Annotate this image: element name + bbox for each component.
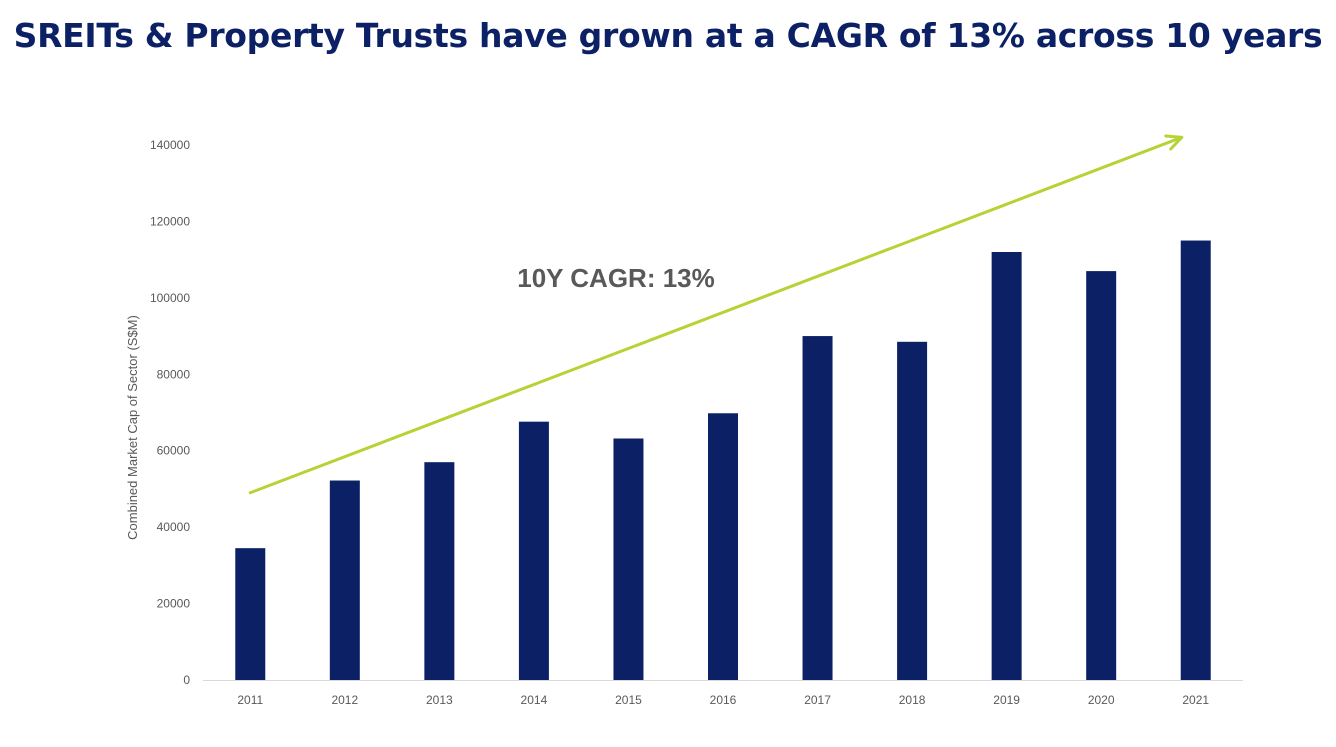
x-tick-label: 2015 — [615, 693, 642, 707]
bar-2020 — [1086, 271, 1117, 680]
y-tick-label: 140000 — [150, 138, 190, 152]
y-tick-label: 100000 — [150, 291, 190, 305]
bar-2016 — [708, 413, 738, 680]
x-tick-label: 2020 — [1088, 693, 1115, 707]
bar-series — [235, 240, 1211, 681]
x-axis: 2011 2012 2013 2014 2015 2016 2017 2018 2019 2020… — [237, 693, 1209, 707]
bar-2019 — [991, 252, 1022, 680]
bar-2014 — [518, 421, 549, 680]
x-tick-label: 2019 — [993, 693, 1020, 707]
y-tick-label: 40000 — [157, 520, 191, 534]
x-tick-label: 2013 — [426, 693, 453, 707]
trend-arrow-line — [248, 135, 1184, 495]
cagr-label-background — [502, 248, 732, 298]
y-tick-label: 20000 — [157, 597, 191, 611]
x-tick-label: 2018 — [899, 693, 926, 707]
bar-2011 — [235, 548, 266, 680]
trend-arrow-head — [1164, 134, 1184, 151]
y-axis: 0 20000 40000 60000 80000 100000 120000 140000 — [150, 138, 190, 687]
bar-2017 — [802, 336, 833, 680]
x-tick-label: 2021 — [1182, 693, 1209, 707]
page-title: SREITs & Property Trusts have grown at a… — [13, 16, 1323, 55]
bar-2015 — [613, 438, 644, 680]
y-tick-label: 80000 — [157, 367, 191, 381]
cagr-annotation: 10Y CAGR: 13% — [517, 263, 715, 293]
x-tick-label: 2012 — [331, 693, 358, 707]
x-tick-label: 2011 — [237, 693, 263, 707]
y-tick-label: 0 — [183, 673, 190, 687]
bar-2012 — [329, 480, 360, 680]
x-tick-label: 2016 — [710, 693, 737, 707]
bar-2013 — [424, 462, 455, 680]
y-axis-title: Combined Market Cap of Sector (S$M) — [125, 315, 140, 540]
x-tick-label: 2014 — [521, 693, 548, 707]
y-tick-label: 60000 — [157, 444, 191, 458]
bar-2021 — [1180, 240, 1211, 681]
y-tick-label: 120000 — [150, 214, 190, 228]
bar-2018 — [897, 341, 928, 680]
cagr-trend-arrow — [248, 134, 1184, 495]
x-tick-label: 2017 — [804, 693, 831, 707]
